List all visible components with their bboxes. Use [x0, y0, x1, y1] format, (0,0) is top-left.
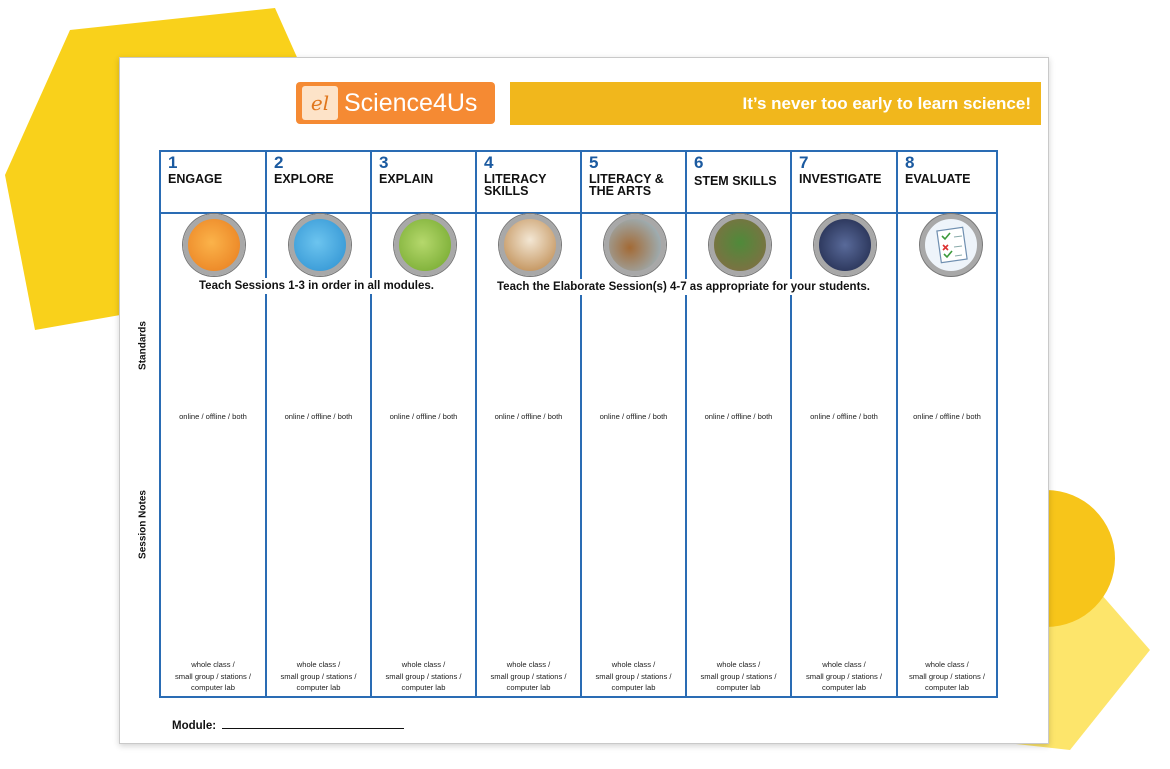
session-grid: 1 ENGAGE online / offline / both whole c… — [159, 150, 998, 698]
core-sessions-instruction: Teach Sessions 1-3 in order in all modul… — [197, 278, 436, 294]
column-explore: 2 EXPLORE online / offline / both whole … — [267, 152, 370, 696]
grouping-options: whole class / small group / stations / c… — [490, 660, 567, 692]
delivery-mode: online / offline / both — [179, 412, 247, 421]
grouping-options: whole class / small group / stations / c… — [700, 660, 777, 692]
column-literacy-arts: 5 LITERACY & THE ARTS online / offline /… — [582, 152, 685, 696]
elaborate-sessions-instruction: Teach the Elaborate Session(s) 4-7 as ap… — [495, 279, 872, 295]
column-title: EVALUATE — [905, 172, 971, 186]
column-number: 7 — [799, 153, 809, 172]
column-title: INVESTIGATE — [799, 172, 882, 186]
delivery-mode: online / offline / both — [704, 412, 773, 421]
grouping-options: whole class / small group / stations / c… — [175, 660, 251, 692]
column-engage: 1 ENGAGE online / offline / both whole c… — [161, 152, 265, 696]
grouping-options: whole class / small group / stations / c… — [909, 660, 985, 692]
column-number: 1 — [168, 153, 178, 172]
delivery-mode: online / offline / both — [284, 412, 353, 421]
column-stem-skills: 6 STEM SKILLS online / offline / both wh… — [687, 152, 790, 696]
column-investigate: 7 INVESTIGATE online / offline / both wh… — [792, 152, 896, 696]
column-number: 3 — [379, 153, 389, 172]
header-divider — [161, 212, 996, 214]
delivery-mode: online / offline / both — [913, 412, 981, 421]
cow-icon — [499, 214, 561, 276]
tagline-banner: It’s never too early to learn science! — [510, 82, 1041, 125]
column-number: 4 — [484, 153, 494, 172]
science4us-logo: el Science4Us — [296, 82, 495, 124]
dog-icon — [604, 214, 666, 276]
column-title: LITERACY SKILLS — [484, 172, 547, 198]
delivery-mode: online / offline / both — [389, 412, 458, 421]
grouping-options: whole class / small group / stations / c… — [280, 660, 357, 692]
tagline: It’s never too early to learn science! — [742, 94, 1032, 113]
grouping-options: whole class / small group / stations / c… — [595, 660, 672, 692]
column-evaluate: 8 EVALUATE online / offline / both whole… — [898, 152, 996, 696]
head-gears-icon — [183, 214, 245, 276]
delivery-mode: online / offline / both — [810, 412, 878, 421]
delivery-mode: online / offline / both — [599, 412, 668, 421]
grouping-options: whole class / small group / stations / c… — [385, 660, 462, 692]
head-brain-icon — [394, 214, 456, 276]
logo-mark: el — [302, 86, 338, 120]
module-field: Module: — [172, 718, 405, 732]
head-sprout-icon — [289, 214, 351, 276]
column-number: 8 — [905, 153, 915, 172]
detective-icon — [814, 214, 876, 276]
module-blank-line — [222, 718, 405, 729]
grouping-options: whole class / small group / stations / c… — [806, 660, 882, 692]
column-literacy-skills: 4 LITERACY SKILLS online / offline / bot… — [477, 152, 580, 696]
column-number: 2 — [274, 153, 284, 172]
module-label: Module: — [172, 720, 217, 732]
logo-text: Science4Us — [344, 89, 478, 117]
column-title: EXPLAIN — [379, 172, 434, 186]
column-explain: 3 EXPLAIN online / offline / both whole … — [372, 152, 475, 696]
column-title: LITERACY & THE ARTS — [589, 172, 664, 198]
turtle-icon — [709, 214, 771, 276]
checklist-icon — [920, 214, 982, 276]
row-label-standards: Standards — [137, 321, 149, 370]
column-title: STEM SKILLS — [694, 174, 777, 188]
column-title: ENGAGE — [168, 172, 223, 186]
row-label-session-notes: Session Notes — [137, 490, 149, 559]
column-number: 6 — [694, 153, 704, 172]
column-title: EXPLORE — [274, 172, 334, 186]
column-number: 5 — [589, 153, 599, 172]
delivery-mode: online / offline / both — [494, 412, 563, 421]
lesson-planning-sheet: el Science4Us It’s never too early to le… — [119, 57, 1049, 744]
